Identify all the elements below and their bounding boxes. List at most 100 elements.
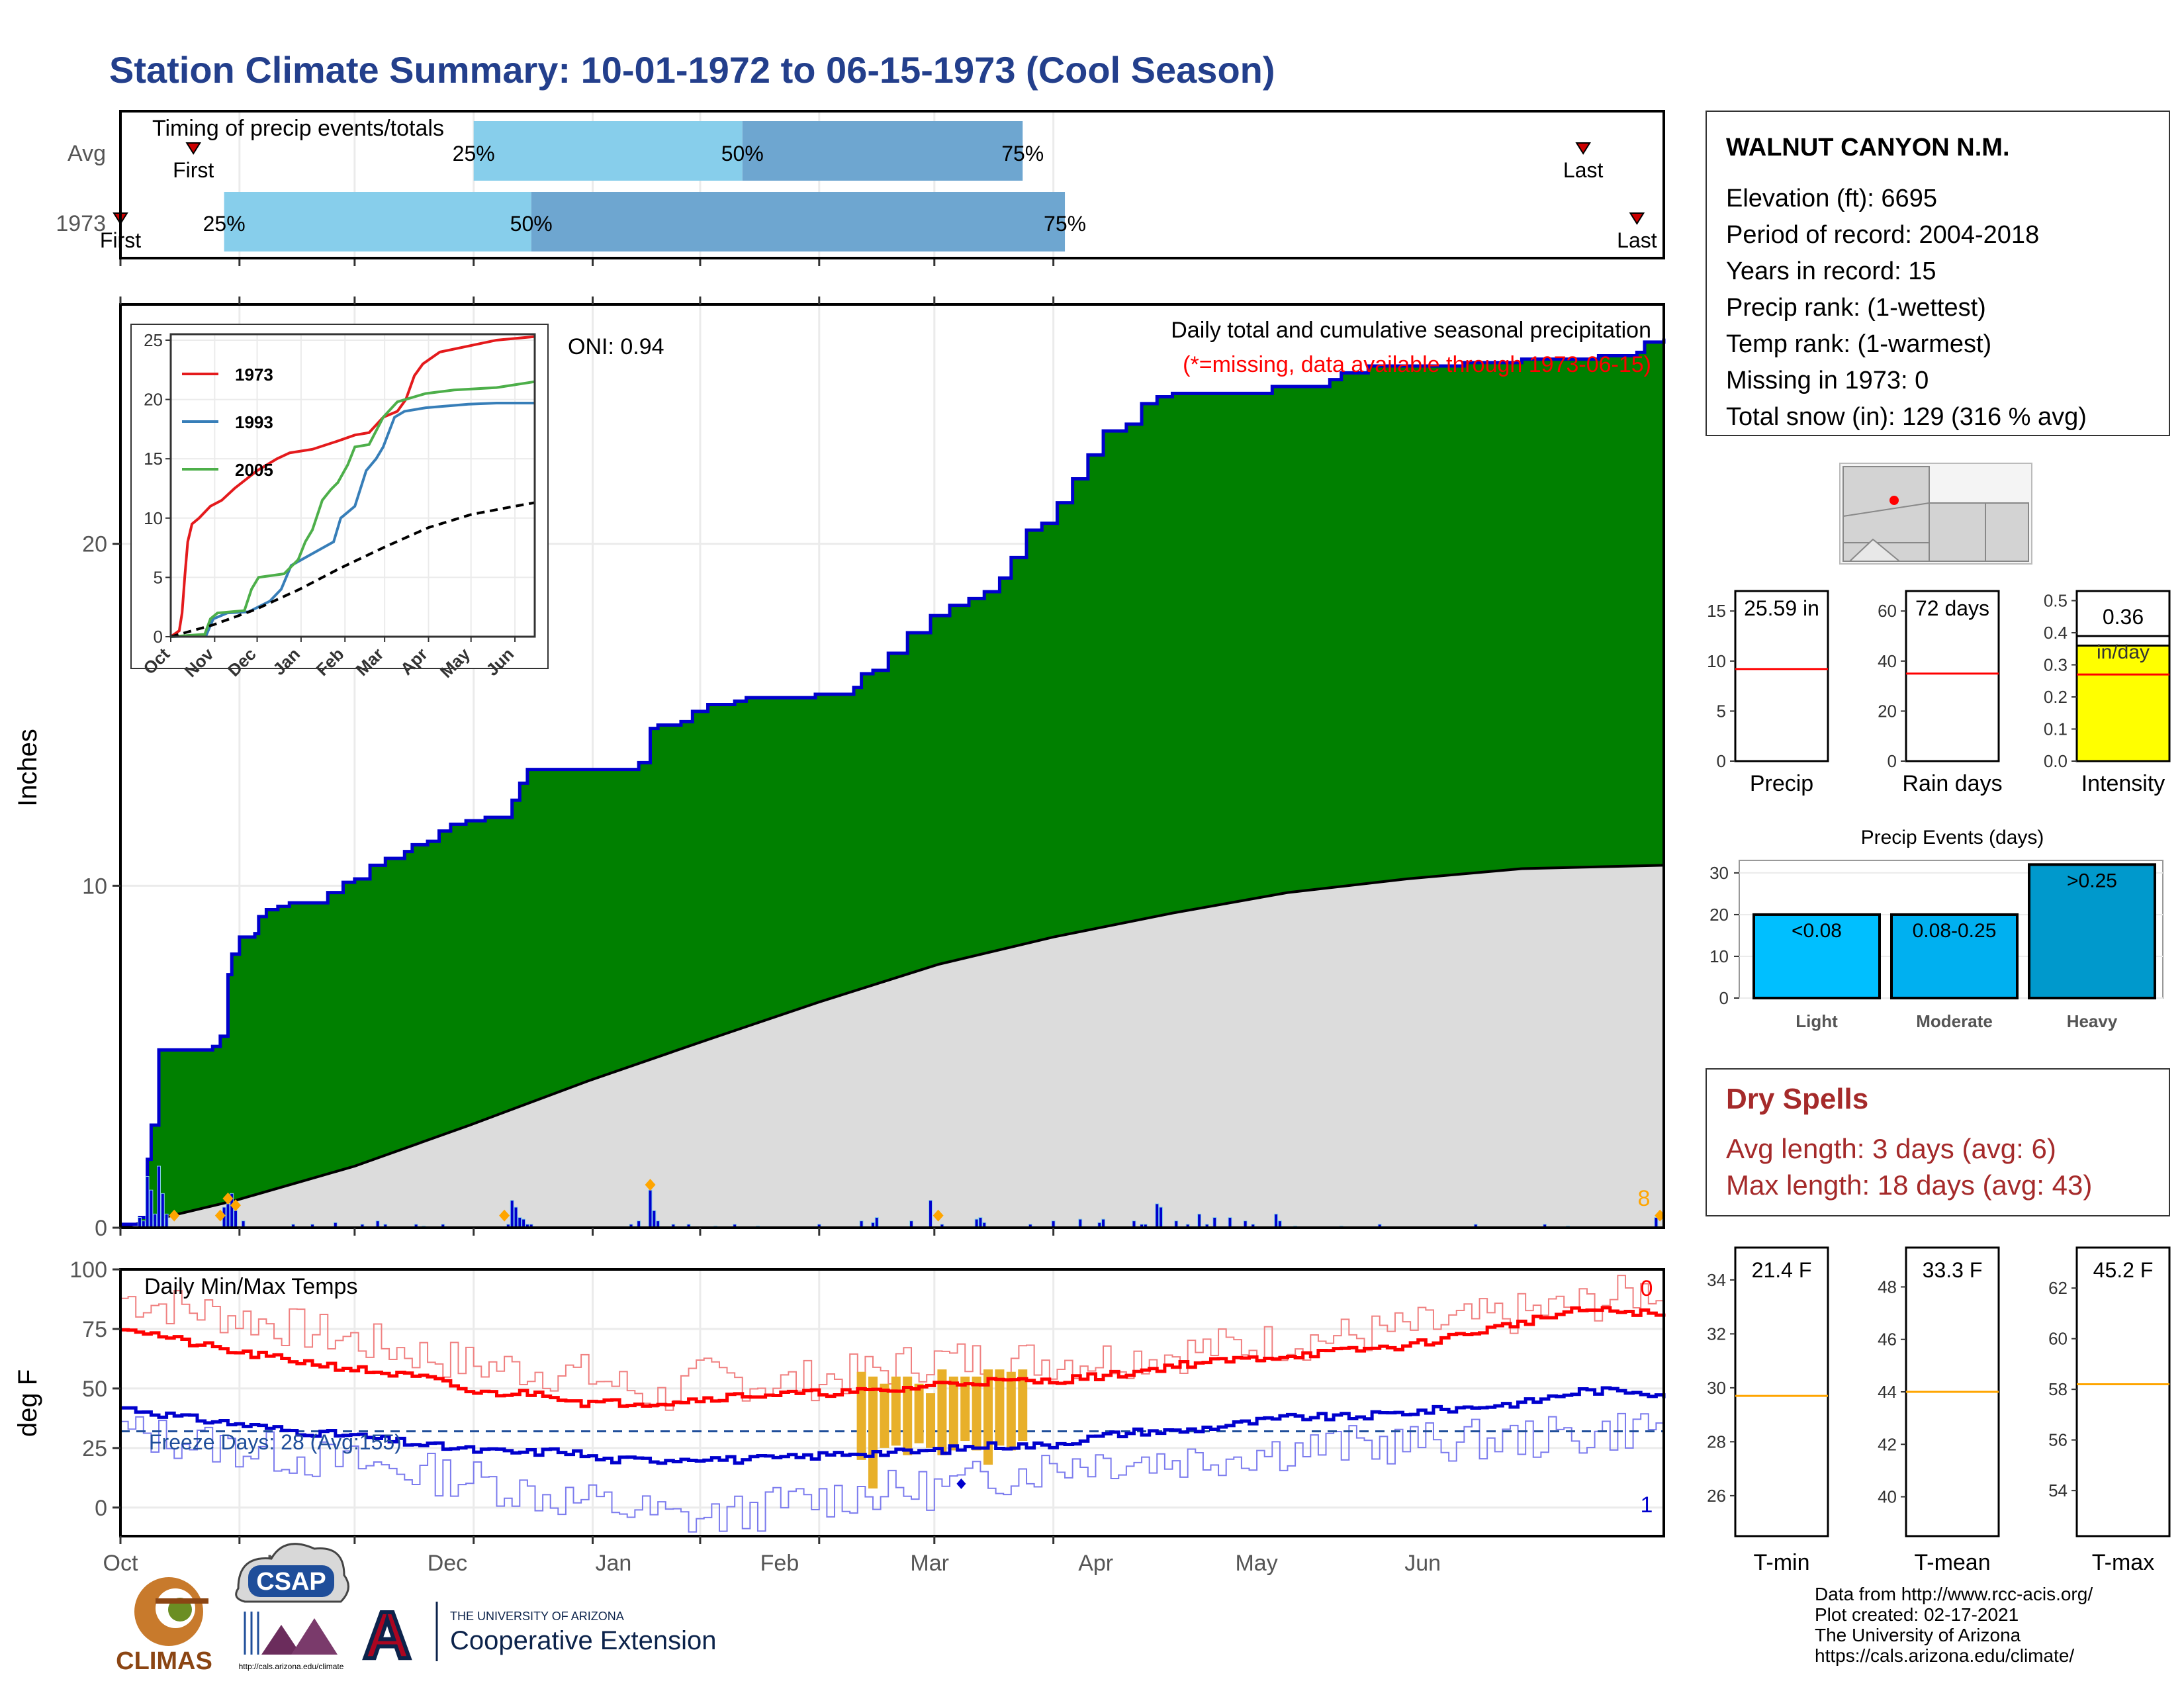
timing-pct-label: 50%	[510, 212, 553, 236]
temp-summary-value: 45.2 F	[2093, 1258, 2154, 1282]
temp-summary-tick: 60	[2048, 1329, 2068, 1349]
temp-title: Daily Min/Max Temps	[144, 1274, 357, 1299]
month-label: May	[1235, 1551, 1277, 1576]
temp-summary-tick: 58	[2048, 1379, 2068, 1399]
summary-panel-value: 25.59 in	[1744, 596, 1819, 620]
temp-summary-tick: 56	[2048, 1430, 2068, 1450]
summary-panel-axis-label: Rain days	[1902, 771, 2002, 796]
timing-marker	[1629, 212, 1645, 225]
events-tick: 0	[1719, 988, 1729, 1008]
temp-summary-tick: 34	[1707, 1270, 1726, 1290]
daily-precip-bar	[514, 1207, 518, 1228]
snow-flag	[499, 1209, 510, 1222]
station-line: Missing in 1973: 0	[1726, 367, 1929, 394]
daily-precip-bar	[1155, 1203, 1160, 1228]
temp-summary-label: T-min	[1754, 1550, 1810, 1575]
daily-precip-bar	[153, 1213, 158, 1228]
summary-panel-intensity: 0.36 in/day 0.0 0.1 0.2 0.3 0.4 0.5 Intensity	[2044, 590, 2171, 796]
temp-summary-t-min: 21.4 F 26 28 30 32 34 T-min	[1707, 1246, 1829, 1575]
summary-panel-unit: in/day	[2097, 641, 2150, 663]
summary-panel-bar	[2075, 644, 2171, 762]
events-bar	[1890, 913, 2019, 1000]
daily-precip-bar	[518, 1217, 522, 1228]
inset-series-line	[170, 380, 535, 638]
inset-ytick-label: 25	[144, 330, 163, 350]
temp-summary-t-max: 45.2 F 54 56 58 60 62 T-max	[2048, 1246, 2171, 1575]
summary-panel-bar	[1734, 590, 1829, 762]
summary-panel-tick: 40	[1878, 651, 1897, 671]
snow-flag	[645, 1179, 656, 1191]
daily-precip-bar	[138, 1217, 142, 1228]
timing-pct-label: 50%	[721, 142, 764, 165]
summary-panel-tick: 0.2	[2044, 687, 2068, 707]
month-label: Jan	[596, 1551, 632, 1576]
timing-pct-label: 75%	[1001, 142, 1044, 165]
temp-ytick-label: 50	[82, 1377, 107, 1402]
temp-ytick-label: 75	[82, 1317, 107, 1342]
timing-marker-label: Last	[1563, 158, 1604, 182]
min-temp-marker	[956, 1478, 966, 1489]
footer-line: Plot created: 02-17-2021	[1815, 1604, 2019, 1625]
events-tick: 30	[1709, 863, 1729, 883]
temp-ytick-label: 25	[82, 1436, 107, 1461]
events-bar-label: 0.08-0.25	[1913, 920, 1997, 942]
daily-precip-bar	[226, 1203, 230, 1228]
temp-ytick-label: 100	[69, 1257, 107, 1283]
timing-pct-label: 25%	[203, 212, 246, 236]
events-category: Heavy	[2067, 1011, 2118, 1031]
summary-panel-tick: 0	[1717, 751, 1726, 771]
summary-panel-precip: 25.59 in 0 5 10 15 Precip	[1707, 590, 1829, 796]
summary-panel-value: 72 days	[1915, 596, 1989, 620]
station-line: Precip rank: (1-wettest)	[1726, 294, 1986, 322]
summary-panel-axis-label: Intensity	[2081, 771, 2165, 796]
temp-summary-frame	[1734, 1246, 1829, 1537]
locator-map	[1839, 463, 2032, 565]
max-count: 0	[1641, 1276, 1653, 1301]
timing-bar-50-75	[742, 121, 1023, 181]
climas-logo-text: CLIMAS	[116, 1647, 212, 1675]
temp-summary-tick: 46	[1878, 1330, 1897, 1349]
events-tick: 20	[1709, 905, 1729, 925]
snow-flag	[222, 1192, 234, 1205]
temp-anomaly-bar	[960, 1376, 970, 1441]
station-name: WALNUT CANYON N.M.	[1726, 134, 2010, 161]
timing-marker-label: First	[173, 158, 214, 182]
temp-summary-label: T-max	[2092, 1550, 2154, 1575]
dry-max-length: Max length: 18 days (avg: 43)	[1726, 1169, 2092, 1201]
ua-a-icon: A	[363, 1598, 411, 1672]
temp-anomaly-bar	[972, 1376, 981, 1451]
temp-ylabel: deg F	[13, 1369, 42, 1437]
month-label: Jun	[1404, 1551, 1441, 1576]
daily-precip-bar	[1159, 1207, 1163, 1228]
oni-label: ONI: 0.94	[568, 334, 664, 359]
events-bar	[2028, 863, 2156, 999]
precip-ytick-label: 0	[95, 1216, 107, 1241]
footer-line: The University of Arizona	[1815, 1625, 2021, 1645]
footer: CLIMAS CSAP http://cals.arizona.edu/clim…	[116, 1543, 2093, 1675]
month-label: Oct	[103, 1551, 138, 1576]
tmax-smooth-line	[120, 1306, 1666, 1408]
temp-summary-tick: 30	[1707, 1378, 1726, 1398]
inset-legend-label: 1973	[235, 365, 273, 385]
timing-marker-label: Last	[1617, 228, 1657, 252]
daily-precip-bar	[164, 1213, 169, 1228]
temp-anomaly-bar	[903, 1376, 913, 1455]
month-label: Feb	[760, 1551, 799, 1576]
temp-anomaly-bar	[983, 1369, 993, 1465]
footer-line: Data from http://www.rcc-acis.org/	[1815, 1584, 2093, 1604]
temp-summary-tick: 42	[1878, 1434, 1897, 1454]
precip-ytick-label: 20	[82, 532, 107, 557]
timing-marker	[185, 142, 202, 155]
events-title: Precip Events (days)	[1861, 827, 2044, 848]
freeze-days-label: Freeze Days: 28 (Avg:155)	[149, 1430, 402, 1454]
temp-anomaly-bar	[868, 1376, 878, 1489]
month-label: Dec	[428, 1551, 467, 1576]
footer-line: https://cals.arizona.edu/climate/	[1815, 1645, 2074, 1666]
temp-anomaly-bar	[856, 1371, 866, 1460]
month-label: Mar	[910, 1551, 949, 1576]
temp-anomaly-bar	[1018, 1369, 1028, 1441]
daily-precip-bar	[648, 1189, 653, 1228]
